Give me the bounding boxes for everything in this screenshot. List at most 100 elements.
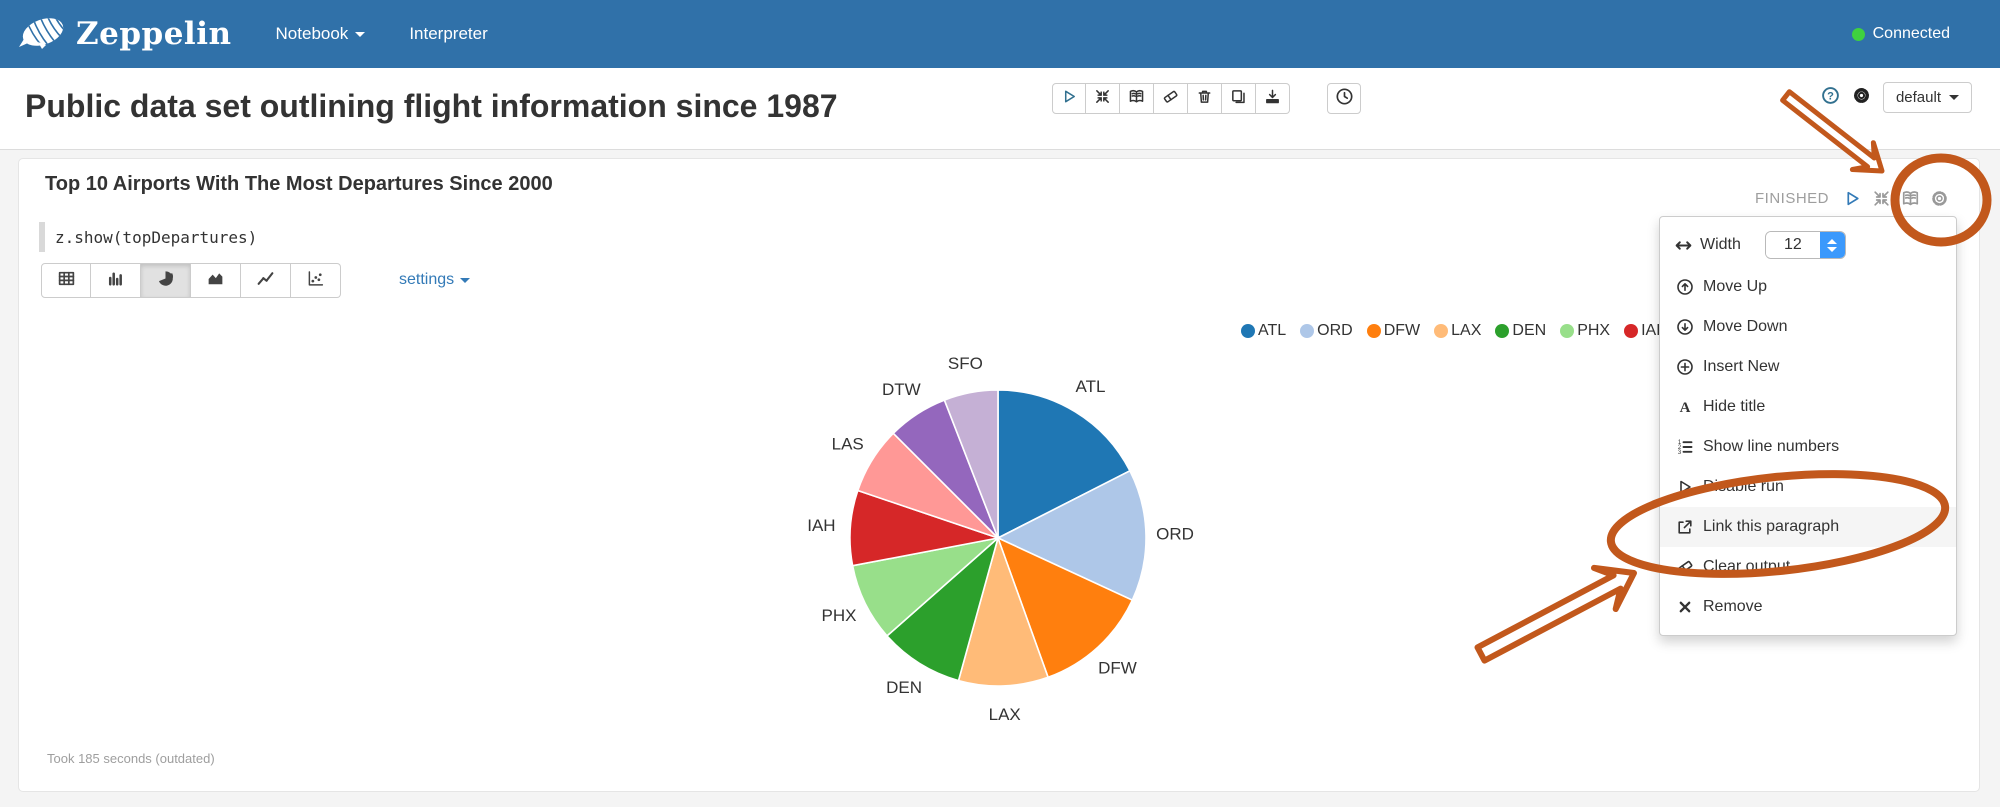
collapse-paragraph-button[interactable] [1872, 189, 1891, 208]
pie-slice-den[interactable] [885, 535, 1000, 682]
menu-item-show-line-numbers[interactable]: 1 2 3 Show line numbers [1660, 427, 1956, 467]
menu-item-label: Move Down [1703, 318, 1788, 335]
menu-item-remove[interactable]: Remove [1660, 587, 1956, 627]
svg-text:1: 1 [1678, 440, 1682, 446]
menu-item-move-down[interactable]: Move Down [1660, 307, 1956, 347]
chart-settings-toggle[interactable]: settings [399, 271, 471, 289]
menu-item-label: Clear output [1703, 558, 1791, 575]
circle-plus-icon [1674, 358, 1696, 376]
clone-note-button[interactable] [1222, 83, 1256, 114]
show-hide-code-button[interactable] [1120, 83, 1154, 114]
pie-slice-lax[interactable] [957, 535, 1050, 687]
zeppelin-logo[interactable]: Zeppelin [18, 9, 232, 60]
pie-slice-ord[interactable] [996, 469, 1147, 602]
menu-item-label: Disable run [1703, 478, 1784, 495]
note-header: Public data set outlining flight informa… [0, 68, 2000, 150]
code-text[interactable]: z.show(topDepartures) [55, 227, 258, 247]
svg-text:3: 3 [1678, 450, 1682, 456]
export-note-button[interactable] [1256, 83, 1290, 114]
pie-label-ord: ORD [1156, 525, 1194, 544]
menu-item-insert-new[interactable]: Insert New [1660, 347, 1956, 387]
legend-item-den[interactable]: DEN [1495, 322, 1546, 340]
trash-icon [1196, 88, 1213, 110]
legend-label: PHX [1577, 322, 1611, 339]
pie-label-las: LAS [832, 435, 864, 454]
clone-icon [1230, 88, 1247, 110]
execution-duration: Took 185 seconds (outdated) [47, 751, 215, 766]
note-settings-button[interactable] [1852, 86, 1871, 110]
zeppelin-blimp-icon [18, 9, 70, 60]
interpreter-binding-dropdown[interactable]: default [1882, 82, 1972, 113]
linechart-icon [256, 269, 275, 293]
run-all-paragraphs-button[interactable] [1052, 83, 1086, 114]
tab-table[interactable] [41, 263, 91, 298]
pie-label-iah: IAH [807, 516, 835, 535]
stepper-buttons-icon[interactable] [1819, 232, 1845, 258]
pie-chart: ATL ORD DFW LAX DEN PHX IAH LAS DTW SFO [758, 298, 1238, 778]
toggle-editor-button[interactable] [1901, 189, 1920, 208]
menu-item-label: Insert New [1703, 358, 1780, 375]
tab-bar-chart[interactable] [91, 263, 141, 298]
tab-line-chart[interactable] [241, 263, 291, 298]
pie-slice-sfo[interactable] [943, 389, 999, 539]
tab-area-chart[interactable] [191, 263, 241, 298]
svg-text:?: ? [1827, 90, 1834, 102]
question-circle-icon: ? [1821, 86, 1840, 109]
legend-item-phx[interactable]: PHX [1560, 322, 1610, 340]
menu-item-clear-output[interactable]: Clear output [1660, 547, 1956, 587]
pie-label-den: DEN [886, 678, 922, 697]
brand-name: Zeppelin [76, 16, 232, 52]
menu-item-hide-title[interactable]: A Hide title [1660, 387, 1956, 427]
pie-label-dtw: DTW [882, 380, 921, 399]
paragraph-settings-gear-button[interactable] [1930, 189, 1949, 208]
piechart-icon [156, 269, 175, 293]
legend-item-atl[interactable]: ATL [1241, 322, 1286, 340]
menu-item-label: Remove [1703, 598, 1763, 615]
play-icon [1061, 88, 1078, 110]
remove-note-button[interactable] [1188, 83, 1222, 114]
legend-item-ord[interactable]: ORD [1300, 322, 1353, 340]
run-paragraph-button[interactable] [1843, 189, 1862, 208]
svg-text:2: 2 [1678, 445, 1682, 451]
pie-label-lax: LAX [989, 705, 1021, 724]
menu-item-disable-run[interactable]: Disable run [1660, 467, 1956, 507]
pie-label-sfo: SFO [948, 354, 983, 373]
circle-up-icon [1674, 278, 1696, 296]
legend-item-dfw[interactable]: DFW [1366, 322, 1420, 340]
paragraph-status-row: FINISHED [1755, 189, 1949, 208]
chevron-down-icon [355, 31, 366, 37]
download-icon [1264, 88, 1281, 110]
note-title[interactable]: Public data set outlining flight informa… [25, 88, 838, 124]
pie-slice-dfw[interactable] [996, 536, 1134, 679]
legend-dot-icon [1624, 324, 1639, 338]
clock-icon [1335, 87, 1354, 111]
legend-dot-icon [1434, 324, 1449, 338]
help-button[interactable]: ? [1821, 86, 1840, 110]
menu-item-label: Show line numbers [1703, 438, 1840, 455]
pie-slice-atl[interactable] [997, 389, 1131, 540]
clear-all-output-button[interactable] [1154, 83, 1188, 114]
width-stepper[interactable]: 12 [1764, 231, 1846, 259]
legend-dot-icon [1495, 324, 1510, 338]
nav-interpreter[interactable]: Interpreter [409, 24, 488, 43]
connected-label: Connected [1872, 25, 1950, 42]
tab-pie-chart[interactable] [141, 263, 191, 298]
scheduler-button[interactable] [1327, 83, 1361, 114]
show-hide-paragraphs-button[interactable] [1086, 83, 1120, 114]
menu-item-link-this-paragraph[interactable]: Link this paragraph [1660, 507, 1956, 547]
eraser-icon [1674, 558, 1696, 576]
code-editor[interactable]: z.show(topDepartures) [39, 222, 257, 252]
menu-item-label: Hide title [1703, 398, 1766, 415]
menu-item-width: Width 12 [1660, 223, 1956, 267]
width-value: 12 [1765, 232, 1820, 258]
eraser-icon [1162, 88, 1179, 110]
nav-notebook[interactable]: Notebook [276, 24, 366, 44]
menu-item-move-up[interactable]: Move Up [1660, 267, 1956, 307]
gear-icon [1852, 87, 1871, 109]
note-header-right: ? default [1821, 82, 1972, 113]
paragraph-card: Top 10 Airports With The Most Departures… [18, 158, 1980, 792]
book-icon [1128, 88, 1145, 110]
legend-item-lax[interactable]: LAX [1434, 322, 1481, 340]
tab-scatter-chart[interactable] [291, 263, 341, 298]
note-toolbar [1052, 83, 1290, 114]
